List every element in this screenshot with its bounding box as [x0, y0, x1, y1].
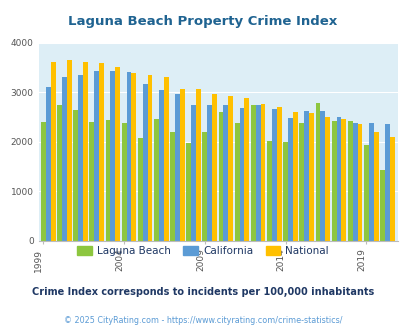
Bar	[147, 75, 152, 241]
Bar	[94, 71, 99, 241]
Bar	[175, 94, 179, 241]
Bar	[179, 89, 184, 241]
Bar	[324, 116, 329, 241]
Bar	[122, 122, 126, 241]
Bar	[271, 109, 276, 241]
Bar	[191, 105, 196, 241]
Bar	[67, 60, 72, 241]
Bar	[153, 118, 158, 241]
Bar	[352, 122, 357, 241]
Bar	[163, 77, 168, 241]
Text: © 2025 CityRating.com - https://www.cityrating.com/crime-statistics/: © 2025 CityRating.com - https://www.city…	[64, 316, 341, 325]
Bar	[73, 110, 78, 241]
Bar	[57, 105, 62, 241]
Bar	[331, 120, 336, 241]
Bar	[239, 108, 244, 241]
Bar	[138, 138, 143, 241]
Bar	[244, 98, 249, 241]
Bar	[110, 71, 115, 241]
Bar	[41, 122, 46, 241]
Bar	[83, 62, 87, 241]
Bar	[368, 123, 373, 241]
Legend: Laguna Beach, California, National: Laguna Beach, California, National	[72, 242, 333, 260]
Bar	[186, 143, 191, 241]
Bar	[341, 119, 345, 241]
Bar	[62, 77, 67, 241]
Bar	[276, 107, 281, 241]
Bar	[363, 145, 368, 241]
Bar	[131, 73, 136, 241]
Bar	[379, 170, 384, 241]
Bar	[298, 122, 303, 241]
Bar	[223, 105, 228, 241]
Bar	[196, 89, 200, 241]
Bar	[212, 94, 217, 241]
Bar	[347, 120, 352, 241]
Bar	[46, 87, 51, 241]
Text: Laguna Beach Property Crime Index: Laguna Beach Property Crime Index	[68, 15, 337, 28]
Bar	[308, 113, 313, 241]
Bar	[266, 141, 271, 241]
Text: Crime Index corresponds to incidents per 100,000 inhabitants: Crime Index corresponds to incidents per…	[32, 287, 373, 297]
Bar	[255, 105, 260, 241]
Bar	[89, 122, 94, 241]
Bar	[99, 63, 104, 241]
Bar	[336, 117, 341, 241]
Bar	[126, 72, 131, 241]
Bar	[105, 120, 110, 241]
Bar	[202, 132, 207, 241]
Bar	[320, 111, 324, 241]
Bar	[158, 90, 163, 241]
Bar	[51, 62, 55, 241]
Bar	[170, 132, 175, 241]
Bar	[283, 142, 288, 241]
Bar	[288, 117, 292, 241]
Bar	[315, 103, 320, 241]
Bar	[260, 104, 265, 241]
Bar	[115, 67, 120, 241]
Bar	[234, 122, 239, 241]
Bar	[143, 84, 147, 241]
Bar	[228, 96, 232, 241]
Bar	[218, 112, 223, 241]
Bar	[250, 105, 255, 241]
Bar	[207, 105, 212, 241]
Bar	[384, 124, 389, 241]
Bar	[357, 124, 361, 241]
Bar	[373, 132, 377, 241]
Bar	[78, 75, 83, 241]
Bar	[303, 111, 308, 241]
Bar	[292, 112, 297, 241]
Bar	[389, 137, 394, 241]
